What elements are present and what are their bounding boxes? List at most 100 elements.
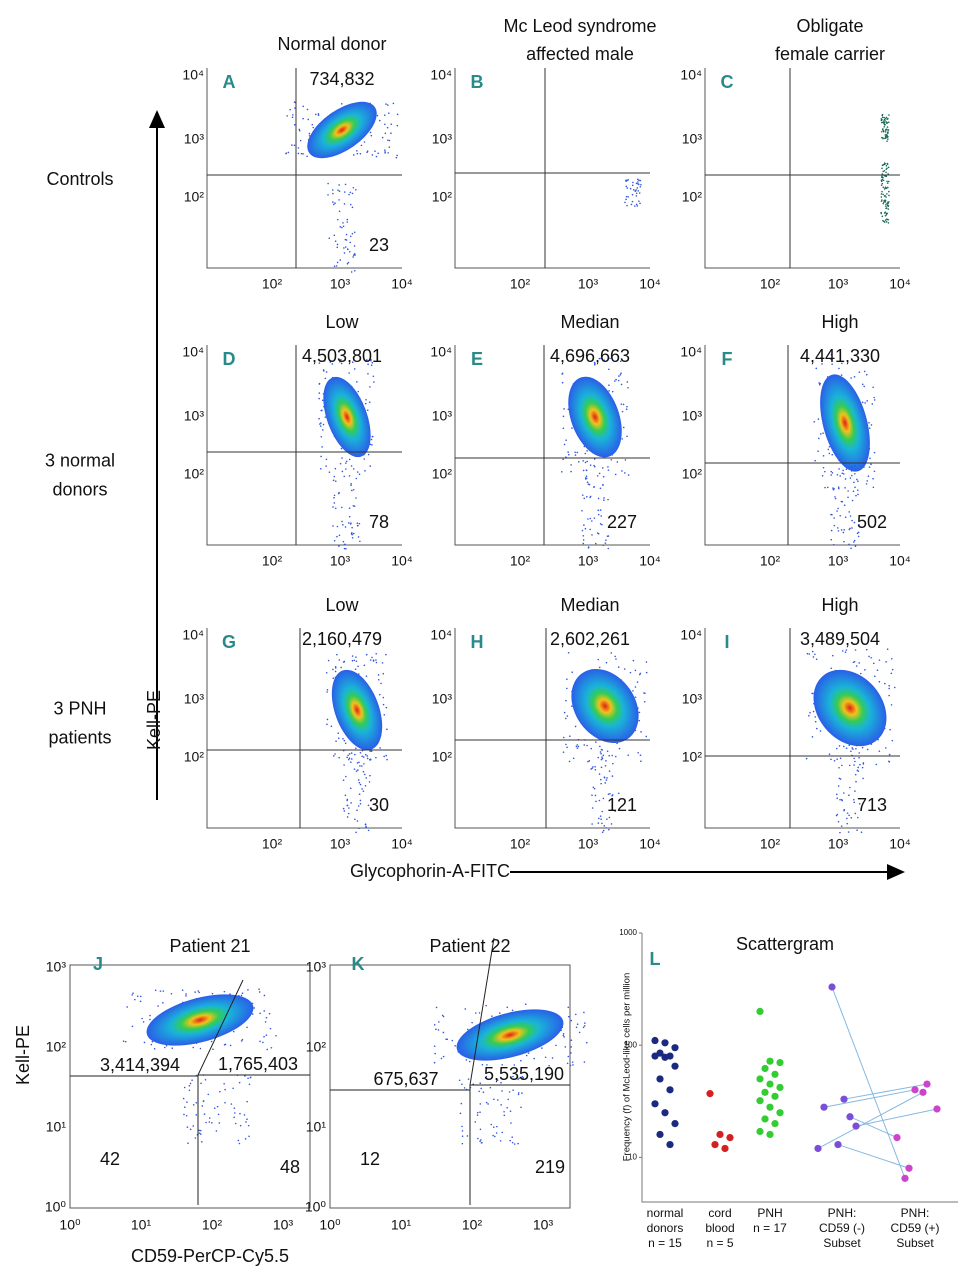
event-dot (343, 660, 346, 663)
event-dot (608, 828, 610, 831)
event-dot (880, 211, 882, 214)
event-dot (365, 653, 368, 656)
event-dot (371, 435, 374, 438)
event-dot (511, 1136, 513, 1139)
event-dot (884, 747, 887, 749)
event-dot (355, 831, 357, 834)
event-dot (884, 214, 887, 217)
event-dot (189, 1128, 192, 1131)
lower-left-count: 12 (360, 1149, 380, 1169)
x-tick-label: 10⁴ (889, 553, 911, 569)
event-dot (199, 1047, 202, 1050)
event-dot (811, 650, 814, 653)
event-dot (847, 490, 849, 492)
event-dot (385, 706, 388, 709)
event-dot (599, 487, 602, 490)
event-dot (887, 186, 889, 189)
event-dot (350, 484, 352, 487)
event-dot (881, 114, 884, 117)
event-dot (885, 164, 888, 167)
density-blob (307, 101, 377, 159)
event-dot (367, 829, 370, 832)
event-dot (223, 990, 226, 993)
event-dot (603, 499, 605, 501)
event-dot (238, 1081, 241, 1084)
event-dot (328, 237, 331, 239)
event-dot (865, 373, 868, 376)
event-dot (131, 994, 134, 996)
event-dot (608, 390, 610, 392)
event-dot (601, 810, 603, 813)
event-dot (237, 1139, 240, 1142)
event-dot (882, 130, 885, 133)
point (671, 1062, 679, 1070)
event-dot (332, 525, 334, 527)
plot-frame (329, 964, 571, 1209)
event-dot (882, 137, 884, 140)
event-dot (521, 1092, 523, 1094)
event-dot (388, 112, 390, 114)
event-dot (880, 193, 883, 195)
event-dot (883, 126, 886, 128)
event-dot (247, 1124, 250, 1127)
event-dot (343, 252, 346, 254)
event-dot (326, 718, 329, 721)
event-dot (601, 467, 604, 469)
event-dot (352, 256, 354, 258)
panel-letter: A (223, 72, 236, 92)
event-dot (520, 1059, 522, 1062)
y-tick-label: 10² (432, 189, 453, 205)
event-dot (480, 1087, 482, 1090)
event-dot (883, 199, 886, 202)
event-dot (338, 210, 341, 213)
event-dot (345, 468, 347, 470)
event-dot (334, 240, 337, 242)
event-dot (815, 658, 818, 661)
event-dot (838, 468, 840, 470)
point (933, 1105, 941, 1113)
event-dot (571, 705, 573, 707)
y-tick-label: 10² (682, 189, 703, 205)
event-dot (192, 1125, 195, 1127)
event-dot (201, 1105, 204, 1107)
event-dot (824, 486, 826, 489)
event-dot (857, 493, 859, 496)
event-dot (637, 181, 639, 183)
event-dot (618, 375, 620, 377)
event-dot (139, 995, 142, 998)
event-dot (351, 232, 354, 235)
event-dot (597, 822, 600, 824)
x-tick-label: PNH: (901, 1206, 930, 1220)
event-dot (856, 829, 858, 832)
event-dot (345, 460, 348, 463)
event-dot (885, 122, 888, 124)
event-dot (368, 781, 371, 783)
event-dot (572, 757, 575, 760)
event-dot (837, 785, 840, 787)
panel-letter: I (724, 632, 729, 652)
event-dot (333, 265, 336, 267)
event-dot (635, 195, 638, 197)
event-dot (890, 672, 893, 675)
event-dot (247, 1077, 249, 1080)
event-dot (481, 1063, 484, 1066)
event-dot (503, 1114, 506, 1117)
event-dot (884, 186, 887, 189)
event-dot (352, 532, 355, 535)
x-tick-label: 10³ (828, 553, 849, 569)
plot-axes (704, 345, 900, 546)
event-dot (345, 462, 347, 464)
event-dot (297, 152, 300, 155)
event-dot (594, 794, 597, 797)
event-dot (590, 747, 593, 750)
event-dot (363, 664, 366, 667)
event-dot (384, 152, 386, 154)
event-dot (211, 1121, 213, 1124)
event-dot (319, 423, 321, 425)
pair-line (831, 986, 906, 1179)
event-dot (572, 1064, 574, 1066)
event-dot (291, 144, 293, 146)
event-dot (442, 1055, 445, 1058)
event-dot (886, 193, 888, 195)
event-dot (888, 201, 890, 203)
